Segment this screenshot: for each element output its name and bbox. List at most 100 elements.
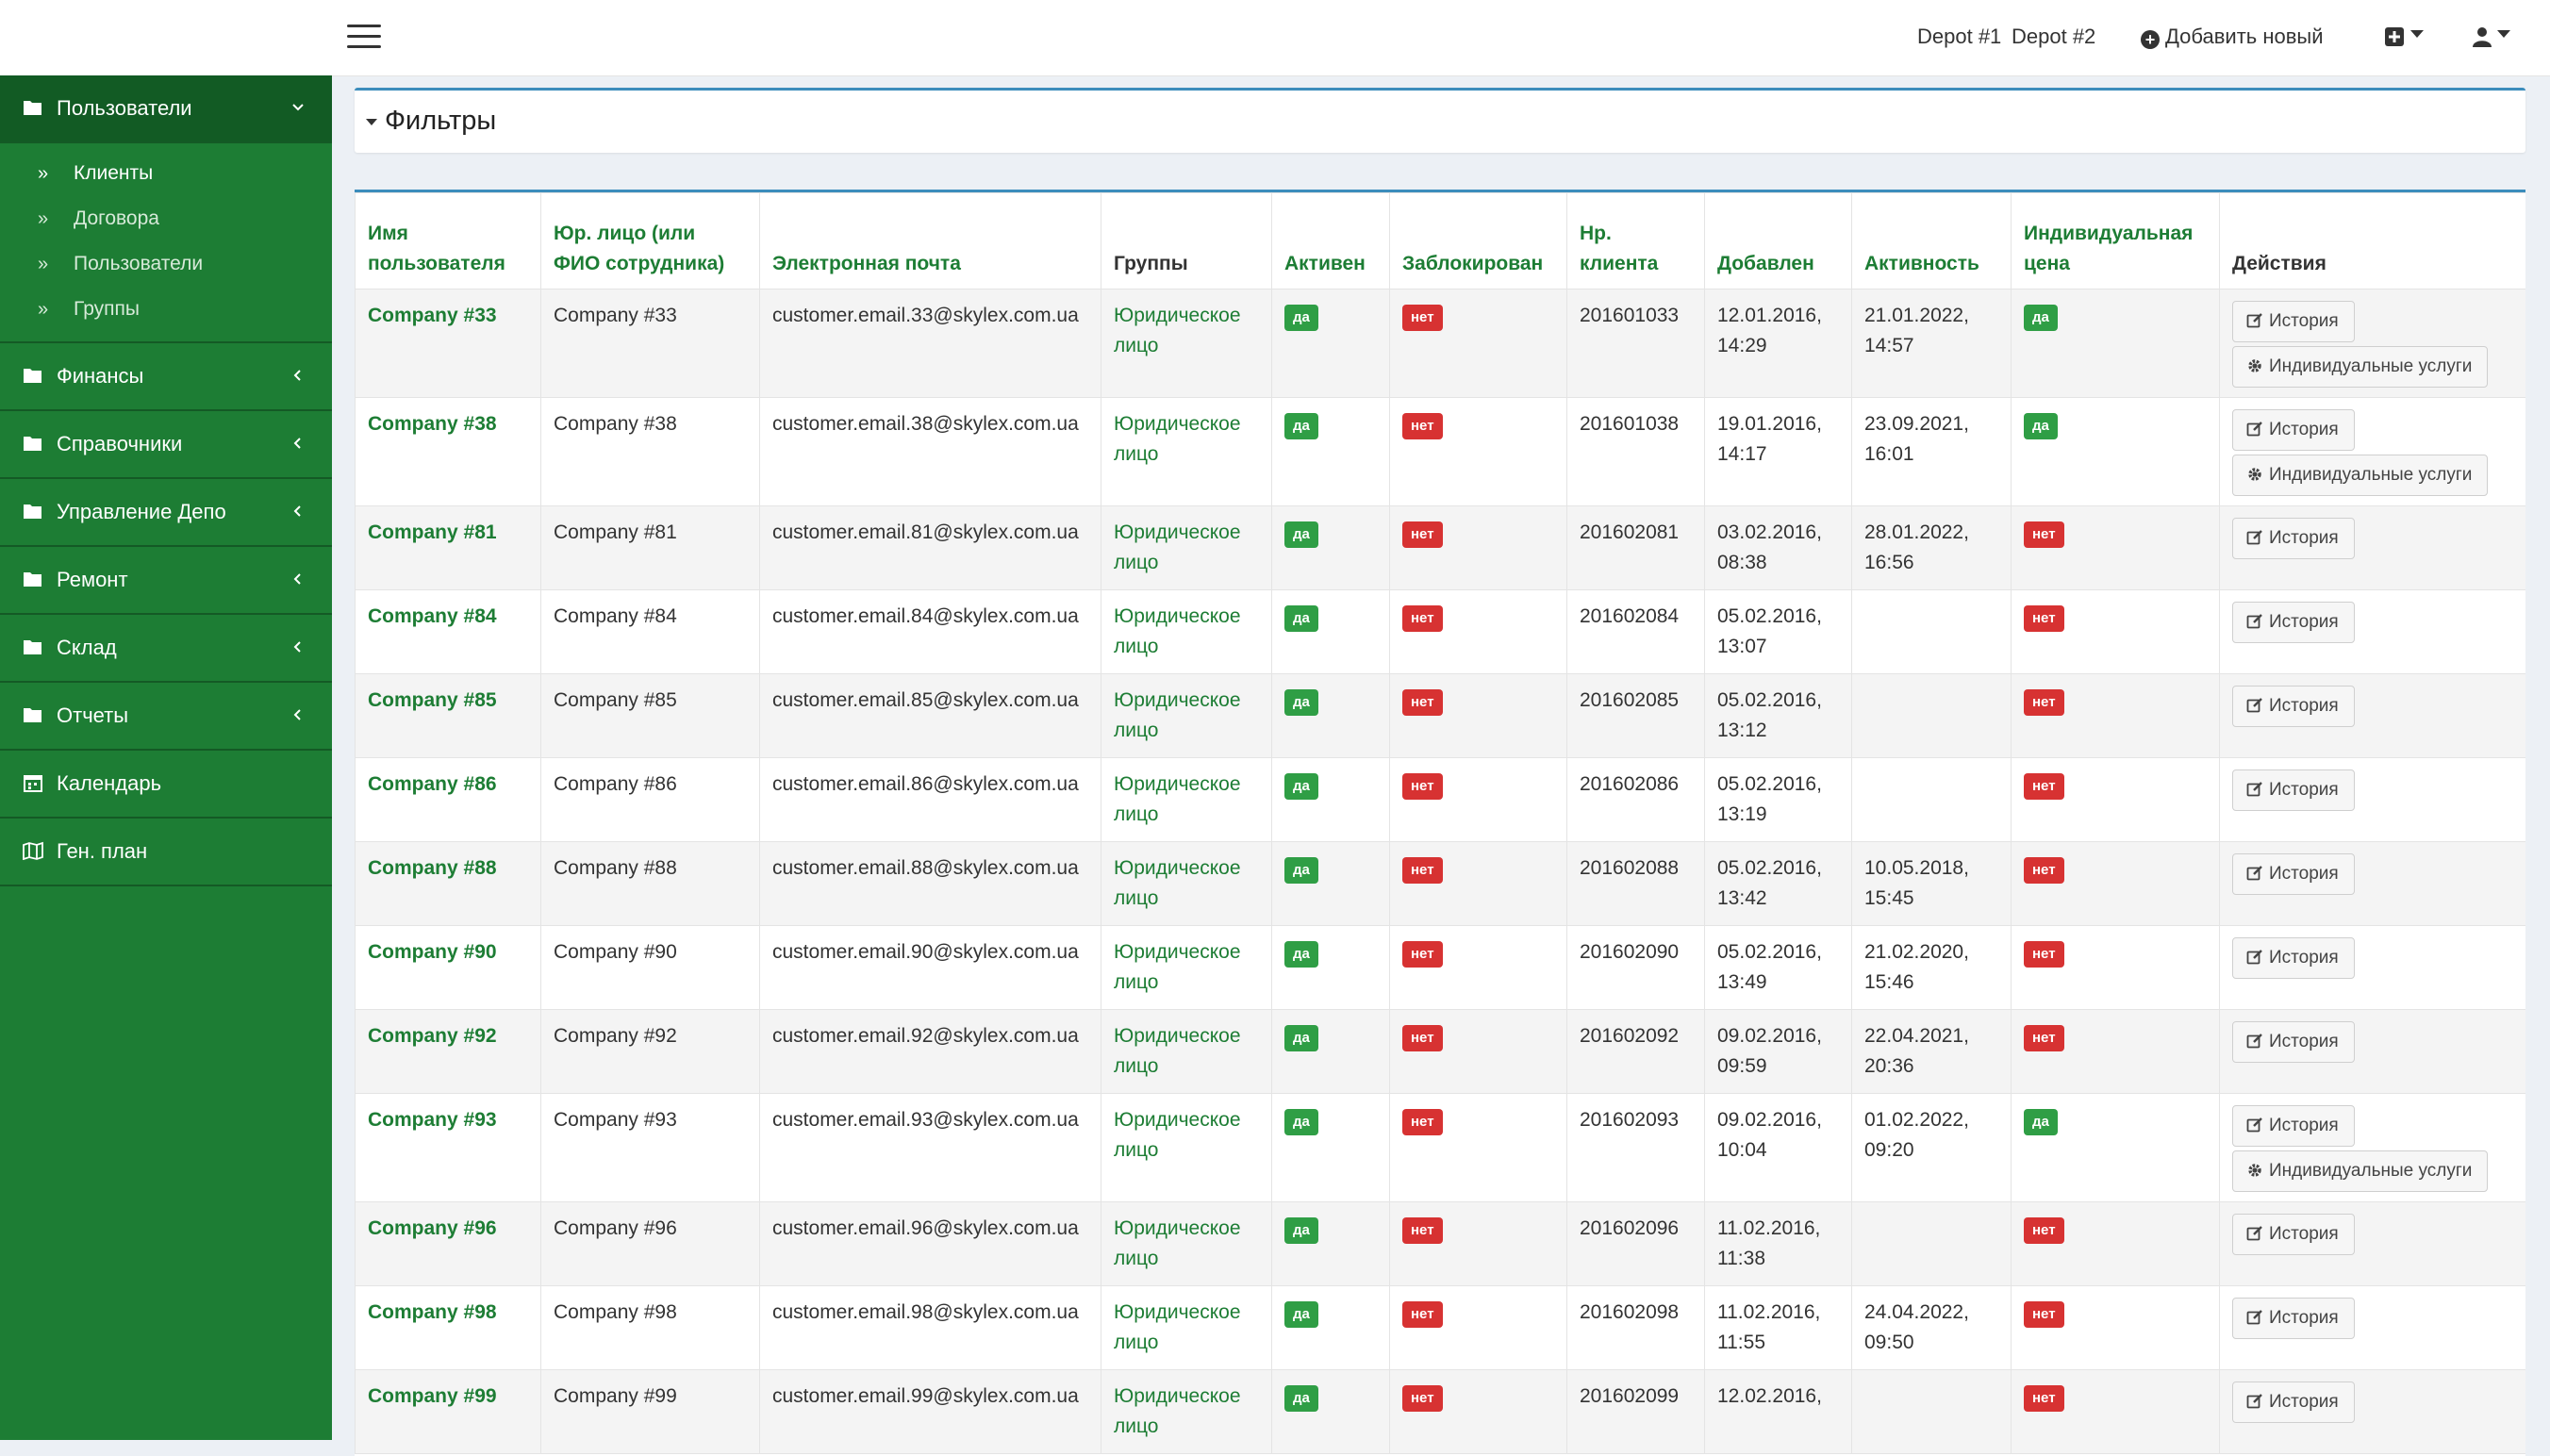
cell-activity bbox=[1851, 1201, 2012, 1286]
column-header-blocked[interactable]: Заблокирован bbox=[1389, 192, 1567, 290]
column-header-legal-entity[interactable]: Юр. лицо (или ФИО сотрудника) bbox=[540, 192, 760, 290]
cell-groups: Юридическое лицо bbox=[1101, 1285, 1272, 1370]
status-badge: нет bbox=[1402, 941, 1443, 968]
group-link[interactable]: Юридическое лицо bbox=[1114, 1385, 1241, 1437]
cell-username: Company #93 bbox=[355, 1093, 541, 1202]
group-link[interactable]: Юридическое лицо bbox=[1114, 941, 1241, 993]
status-badge: да bbox=[1284, 305, 1318, 331]
column-header-activity[interactable]: Активность bbox=[1851, 192, 2012, 290]
cell-actions: История bbox=[2219, 1009, 2525, 1094]
group-link[interactable]: Юридическое лицо bbox=[1114, 305, 1241, 356]
group-link[interactable]: Юридическое лицо bbox=[1114, 413, 1241, 465]
column-header-individual-price[interactable]: Индивидуальная цена bbox=[2011, 192, 2220, 290]
group-link[interactable]: Юридическое лицо bbox=[1114, 605, 1241, 657]
depot-2-link[interactable]: Depot #2 bbox=[2012, 25, 2096, 48]
sidebar-item-general-plan[interactable]: Ген. план bbox=[0, 819, 332, 886]
sidebar-item-label: Склад bbox=[57, 636, 117, 659]
client-name-link[interactable]: Company #85 bbox=[368, 689, 497, 711]
status-badge: да bbox=[1284, 521, 1318, 548]
group-link[interactable]: Юридическое лицо bbox=[1114, 773, 1241, 825]
individual-services-button[interactable]: Индивидуальные услуги bbox=[2232, 1150, 2489, 1192]
column-header-email[interactable]: Электронная почта bbox=[759, 192, 1101, 290]
group-link[interactable]: Юридическое лицо bbox=[1114, 1025, 1241, 1077]
sidebar-item-reports[interactable]: Отчеты bbox=[0, 683, 332, 751]
cell-blocked: нет bbox=[1389, 673, 1567, 758]
menu-toggle-icon[interactable] bbox=[347, 25, 381, 49]
history-button[interactable]: История bbox=[2232, 301, 2355, 342]
status-badge: нет bbox=[2024, 605, 2064, 632]
group-link[interactable]: Юридическое лицо bbox=[1114, 521, 1241, 573]
history-button[interactable]: История bbox=[2232, 1298, 2355, 1339]
column-header-active[interactable]: Активен bbox=[1271, 192, 1390, 290]
sidebar-item-repair[interactable]: Ремонт bbox=[0, 547, 332, 615]
sidebar-item-users[interactable]: Пользователи bbox=[0, 75, 332, 143]
client-name-link[interactable]: Company #98 bbox=[368, 1301, 497, 1323]
sidebar-item-warehouse[interactable]: Склад bbox=[0, 615, 332, 683]
history-button[interactable]: История bbox=[2232, 853, 2355, 895]
sidebar-subitem-groups[interactable]: » Группы bbox=[0, 287, 332, 332]
sidebar-item-depot-management[interactable]: Управление Депо bbox=[0, 479, 332, 547]
client-name-link[interactable]: Company #86 bbox=[368, 773, 497, 795]
client-name-link[interactable]: Company #93 bbox=[368, 1109, 497, 1131]
column-header-username[interactable]: Имя пользователя bbox=[355, 192, 541, 290]
client-name-link[interactable]: Company #92 bbox=[368, 1025, 497, 1047]
individual-services-button[interactable]: Индивидуальные услуги bbox=[2232, 346, 2489, 388]
quick-add-dropdown[interactable] bbox=[2384, 21, 2424, 55]
status-badge: нет bbox=[1402, 1109, 1443, 1135]
cell-blocked: нет bbox=[1389, 505, 1567, 590]
history-button[interactable]: История bbox=[2232, 1382, 2355, 1423]
client-name-link[interactable]: Company #90 bbox=[368, 941, 497, 963]
history-button[interactable]: История bbox=[2232, 1021, 2355, 1063]
group-link[interactable]: Юридическое лицо bbox=[1114, 1109, 1241, 1161]
history-button[interactable]: История bbox=[2232, 686, 2355, 727]
client-name-link[interactable]: Company #96 bbox=[368, 1217, 497, 1239]
edit-icon bbox=[2246, 1226, 2262, 1241]
depot-1-link[interactable]: Depot #1 bbox=[1917, 25, 2002, 48]
group-link[interactable]: Юридическое лицо bbox=[1114, 857, 1241, 909]
individual-services-button[interactable]: Индивидуальные услуги bbox=[2232, 455, 2489, 496]
cell-active: да bbox=[1271, 1009, 1390, 1094]
history-button[interactable]: История bbox=[2232, 937, 2355, 979]
sidebar-item-finance[interactable]: Финансы bbox=[0, 343, 332, 411]
user-menu-dropdown[interactable] bbox=[2473, 21, 2510, 55]
cell-added: 09.02.2016, 09:59 bbox=[1704, 1009, 1852, 1094]
column-header-added[interactable]: Добавлен bbox=[1704, 192, 1852, 290]
cell-blocked: нет bbox=[1389, 1285, 1567, 1370]
client-name-link[interactable]: Company #38 bbox=[368, 413, 497, 435]
cell-active: да bbox=[1271, 289, 1390, 398]
table-row: Company #90 Company #90 customer.email.90@… bbox=[355, 925, 2525, 1010]
status-badge: нет bbox=[2024, 521, 2064, 548]
history-button[interactable]: История bbox=[2232, 769, 2355, 811]
group-link[interactable]: Юридическое лицо bbox=[1114, 1217, 1241, 1269]
cell-groups: Юридическое лицо bbox=[1101, 925, 1272, 1010]
history-button[interactable]: История bbox=[2232, 1105, 2355, 1147]
client-name-link[interactable]: Company #84 bbox=[368, 605, 497, 627]
cell-client-number: 201602085 bbox=[1566, 673, 1705, 758]
sidebar-subitem-clients[interactable]: » Клиенты bbox=[0, 151, 332, 196]
group-link[interactable]: Юридическое лицо bbox=[1114, 1301, 1241, 1353]
client-name-link[interactable]: Company #33 bbox=[368, 305, 497, 326]
client-name-link[interactable]: Company #99 bbox=[368, 1385, 497, 1407]
client-name-link[interactable]: Company #81 bbox=[368, 521, 497, 543]
history-button[interactable]: История bbox=[2232, 518, 2355, 559]
column-header-client-number[interactable]: Нр. клиента bbox=[1566, 192, 1705, 290]
cell-actions: История bbox=[2219, 757, 2525, 842]
sidebar-subitem-users[interactable]: » Пользователи bbox=[0, 241, 332, 287]
sidebar-item-calendar[interactable]: Календарь bbox=[0, 751, 332, 819]
filters-panel[interactable]: Фильтры bbox=[355, 88, 2525, 153]
history-button[interactable]: История bbox=[2232, 602, 2355, 643]
cell-activity bbox=[1851, 1369, 2012, 1454]
cell-legal-entity: Company #84 bbox=[540, 589, 760, 674]
client-name-link[interactable]: Company #88 bbox=[368, 857, 497, 879]
sidebar-item-references[interactable]: Справочники bbox=[0, 411, 332, 479]
history-button[interactable]: История bbox=[2232, 409, 2355, 451]
history-button[interactable]: История bbox=[2232, 1214, 2355, 1255]
group-link[interactable]: Юридическое лицо bbox=[1114, 689, 1241, 741]
cell-legal-entity: Company #99 bbox=[540, 1369, 760, 1454]
cell-groups: Юридическое лицо bbox=[1101, 289, 1272, 398]
sidebar-subitem-contracts[interactable]: » Договора bbox=[0, 196, 332, 241]
plus-circle-icon: + bbox=[2141, 30, 2160, 49]
map-icon bbox=[23, 841, 43, 860]
add-new-button[interactable]: + Добавить новый bbox=[2141, 25, 2324, 49]
sidebar-item-label: Управление Депо bbox=[57, 500, 226, 523]
